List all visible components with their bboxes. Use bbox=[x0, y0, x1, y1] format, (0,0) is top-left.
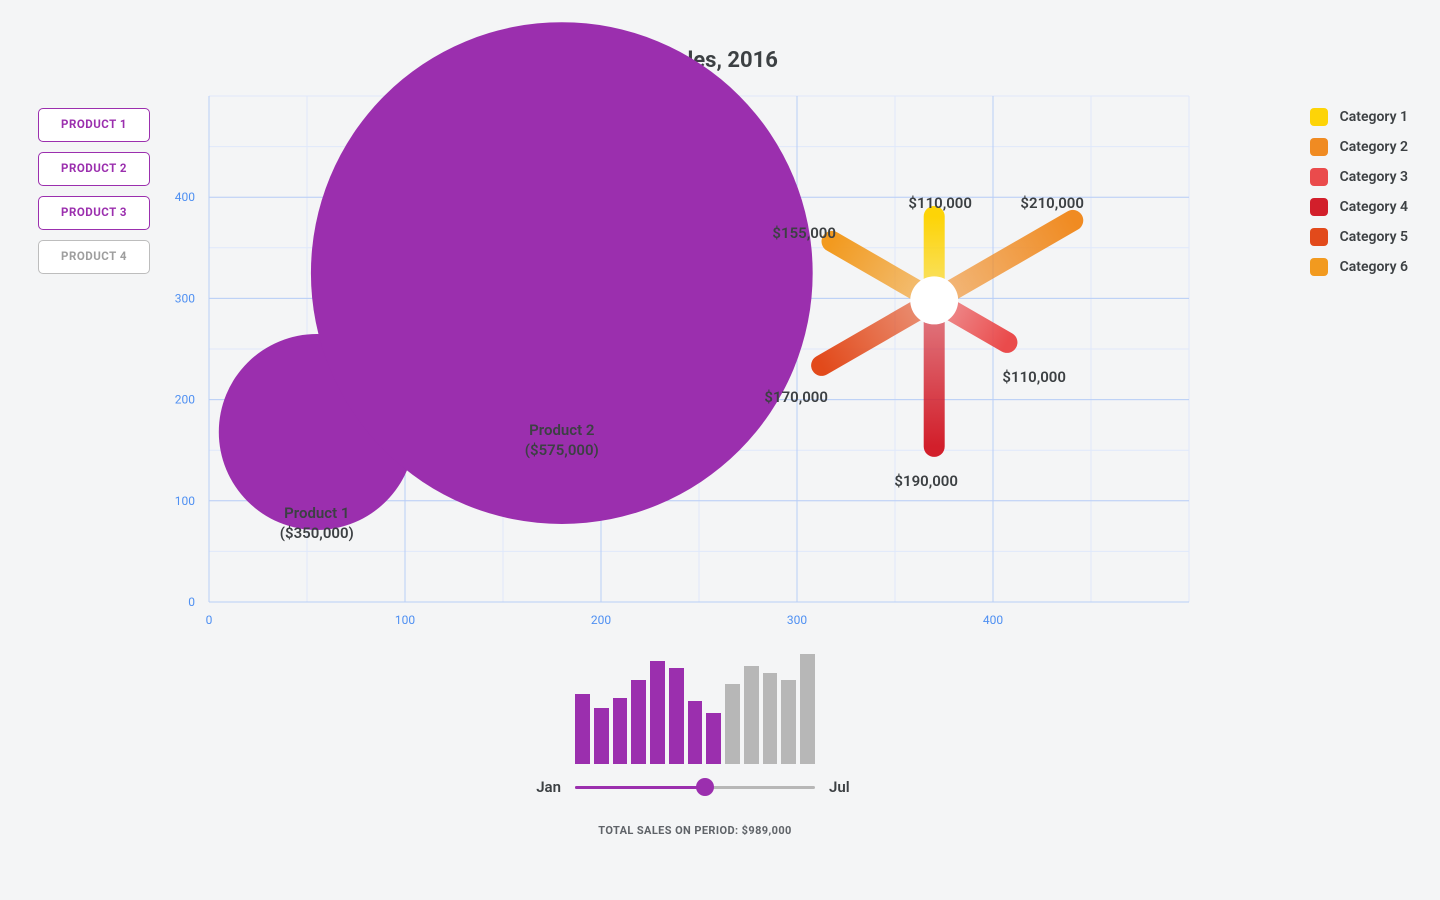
legend-item[interactable]: Category 5 bbox=[1310, 228, 1408, 246]
mini-bar bbox=[800, 654, 815, 764]
legend-swatch bbox=[1310, 258, 1328, 276]
legend-item[interactable]: Category 4 bbox=[1310, 198, 1408, 216]
mini-bar bbox=[781, 680, 796, 764]
mini-bar bbox=[706, 713, 721, 764]
filter-product-3[interactable]: PRODUCT 3 bbox=[38, 196, 150, 230]
legend-label: Category 1 bbox=[1340, 109, 1408, 125]
svg-text:0: 0 bbox=[206, 613, 213, 627]
legend-label: Category 6 bbox=[1340, 259, 1408, 275]
filter-product-1[interactable]: PRODUCT 1 bbox=[38, 108, 150, 142]
bubble-value: ($350,000) bbox=[280, 524, 354, 542]
svg-text:300: 300 bbox=[175, 291, 195, 305]
legend-item[interactable]: Category 2 bbox=[1310, 138, 1408, 156]
filter-product-2[interactable]: PRODUCT 2 bbox=[38, 152, 150, 186]
legend-item[interactable]: Category 3 bbox=[1310, 168, 1408, 186]
period-selector: Jan Jul TOTAL SALES ON PERIOD: $989,000 bbox=[575, 654, 815, 837]
bubble-label: Product 2 bbox=[529, 421, 594, 439]
legend-swatch bbox=[1310, 228, 1328, 246]
legend-label: Category 2 bbox=[1340, 139, 1408, 155]
mini-bar bbox=[763, 673, 778, 764]
product-filter-group: PRODUCT 1 PRODUCT 2 PRODUCT 3 PRODUCT 4 bbox=[38, 108, 150, 284]
slider-track-active bbox=[575, 786, 705, 789]
legend-item[interactable]: Category 1 bbox=[1310, 108, 1408, 126]
svg-text:0: 0 bbox=[188, 595, 195, 609]
mini-bar bbox=[744, 666, 759, 764]
slider-thumb[interactable] bbox=[696, 778, 714, 796]
total-sales-label: TOTAL SALES ON PERIOD: $989,000 bbox=[575, 824, 815, 837]
legend-swatch bbox=[1310, 198, 1328, 216]
slider-start-label: Jan bbox=[536, 778, 561, 796]
legend-label: Category 4 bbox=[1340, 199, 1408, 215]
mini-bar bbox=[594, 708, 609, 764]
legend-swatch bbox=[1310, 168, 1328, 186]
legend-swatch bbox=[1310, 138, 1328, 156]
starburst-value: $110,000 bbox=[1002, 368, 1066, 386]
bubble-label: Product 1 bbox=[284, 504, 349, 522]
svg-text:100: 100 bbox=[175, 494, 195, 508]
slider-end-label: Jul bbox=[829, 778, 850, 796]
mini-bar bbox=[650, 661, 665, 764]
starburst-value: $155,000 bbox=[772, 224, 836, 242]
dashboard-canvas: Sales, 2016 PRODUCT 1PRODUCT 2PRODUCT 3P… bbox=[0, 0, 1440, 900]
legend-label: Category 5 bbox=[1340, 229, 1408, 245]
mini-bar bbox=[725, 684, 740, 764]
mini-bar bbox=[613, 698, 628, 764]
filter-product-4[interactable]: PRODUCT 4 bbox=[38, 240, 150, 274]
mini-bar bbox=[688, 701, 703, 764]
chart-label-layer: Product 1 ($350,000) Product 2 ($575,000) $1… bbox=[209, 96, 1189, 602]
category-legend: Category 1 Category 2 Category 3 Category 4… bbox=[1310, 108, 1408, 288]
starburst-value: $110,000 bbox=[908, 194, 972, 212]
starburst-value: $190,000 bbox=[894, 472, 958, 490]
time-slider[interactable]: Jan Jul bbox=[575, 778, 815, 796]
starburst-value: $210,000 bbox=[1020, 194, 1084, 212]
mini-bar bbox=[575, 694, 590, 764]
mini-bar bbox=[631, 680, 646, 764]
svg-text:200: 200 bbox=[591, 613, 611, 627]
bubble-value: ($575,000) bbox=[525, 441, 599, 459]
legend-item[interactable]: Category 6 bbox=[1310, 258, 1408, 276]
starburst-value: $170,000 bbox=[764, 388, 828, 406]
svg-text:200: 200 bbox=[175, 393, 195, 407]
mini-bar-chart bbox=[575, 654, 815, 764]
legend-swatch bbox=[1310, 108, 1328, 126]
mini-bar bbox=[669, 668, 684, 764]
svg-text:400: 400 bbox=[175, 190, 195, 204]
svg-text:300: 300 bbox=[787, 613, 807, 627]
svg-text:400: 400 bbox=[983, 613, 1003, 627]
svg-text:100: 100 bbox=[395, 613, 415, 627]
legend-label: Category 3 bbox=[1340, 169, 1408, 185]
chart-title: Sales, 2016 bbox=[0, 48, 1440, 73]
